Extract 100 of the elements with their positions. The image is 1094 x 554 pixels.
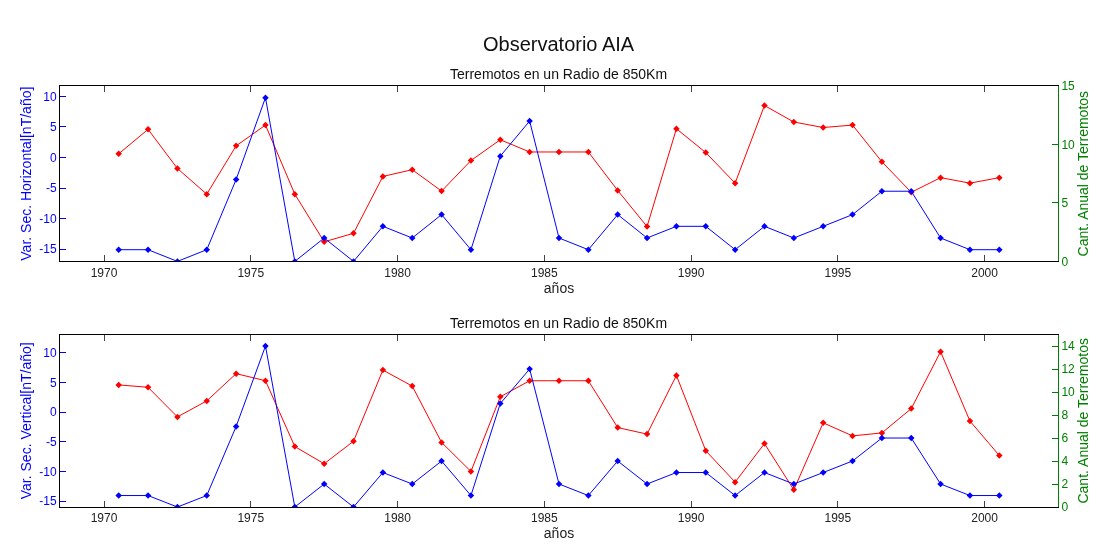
point <box>761 440 768 447</box>
point <box>878 429 886 437</box>
y-tick-label: 10 <box>43 346 57 361</box>
point <box>555 234 563 242</box>
point <box>144 384 152 391</box>
point <box>643 234 651 242</box>
point <box>526 377 533 384</box>
point <box>262 377 269 384</box>
y-tick-label: 5 <box>49 375 57 390</box>
y-tick-label: 5 <box>49 120 57 135</box>
y2-tick-label: 6 <box>1061 431 1069 446</box>
point <box>115 381 122 389</box>
y2-tick-label: 5 <box>1061 196 1069 211</box>
point <box>790 234 798 242</box>
x-tick-label: 1975 <box>237 265 265 280</box>
point <box>438 439 445 446</box>
chart-title: Observatorio AIA <box>483 33 635 55</box>
point <box>585 246 592 253</box>
y-tick-label: -15 <box>39 242 57 257</box>
point <box>819 419 827 427</box>
x-tick-label: 1995 <box>824 265 852 280</box>
y2-tick-label: 8 <box>1061 408 1069 423</box>
point <box>408 382 416 390</box>
y2-tick-label: 0 <box>1061 254 1069 269</box>
point <box>907 434 915 442</box>
point <box>497 393 504 401</box>
x-tick-label: 1985 <box>530 265 558 280</box>
x-axis-title: años <box>543 279 575 296</box>
y2-tick-label: 15 <box>1061 79 1076 94</box>
point <box>203 492 211 499</box>
point <box>907 405 915 412</box>
x-axis-title: años <box>543 525 575 542</box>
point <box>966 417 974 425</box>
point <box>408 480 416 488</box>
point <box>996 492 1003 499</box>
y2-tick-label: 10 <box>1061 385 1076 400</box>
point <box>174 165 181 172</box>
point <box>614 187 621 194</box>
point <box>761 223 768 230</box>
y2-tick-label: 0 <box>1061 500 1069 515</box>
y2-tick-label: 10 <box>1061 137 1076 152</box>
y-tick-label: -10 <box>39 464 57 479</box>
point <box>878 187 886 195</box>
point <box>497 152 504 160</box>
point <box>262 94 269 101</box>
point <box>115 492 122 499</box>
y-tick-label: 0 <box>49 150 57 165</box>
point <box>790 118 798 126</box>
point <box>673 125 680 132</box>
point <box>878 158 886 165</box>
point <box>673 223 680 230</box>
point <box>614 211 621 218</box>
y-tick-label: 10 <box>43 89 57 104</box>
y-axis-title: Var. Sec. Horizontal[nT/año] <box>17 86 34 261</box>
point <box>643 480 651 488</box>
x-tick-label: 1970 <box>90 265 118 280</box>
point <box>115 150 122 158</box>
x-tick-label: 2000 <box>971 511 999 526</box>
point <box>731 246 739 253</box>
point <box>203 397 211 405</box>
y-axis-title: Var. Sec. Vertical[nT/año] <box>17 342 34 500</box>
x-tick-label: 1980 <box>384 511 412 526</box>
point <box>115 246 122 253</box>
point <box>497 136 504 143</box>
point <box>320 460 328 468</box>
point <box>731 478 739 486</box>
point <box>761 469 768 476</box>
y2-axis-title: Cant. Anual de Terremotos <box>1075 338 1092 504</box>
point <box>232 142 240 150</box>
chart-subtitle: Terremotos en un Radio de 850Km <box>450 66 668 82</box>
point <box>849 211 856 218</box>
point <box>555 148 563 156</box>
x-tick-label: 1985 <box>530 511 558 526</box>
point <box>497 400 504 407</box>
point <box>203 246 211 253</box>
point <box>203 190 211 198</box>
point <box>937 174 944 181</box>
y-tick-label: -10 <box>39 211 57 226</box>
point <box>702 447 710 454</box>
point <box>878 434 886 442</box>
point <box>702 223 710 230</box>
point <box>996 452 1003 459</box>
point <box>320 480 328 488</box>
y2-tick-label: 12 <box>1061 362 1076 377</box>
y-tick-label: -5 <box>45 181 57 196</box>
x-tick-label: 1990 <box>677 265 705 280</box>
y-tick-label: -15 <box>39 494 57 509</box>
x-tick-label: 1990 <box>677 511 705 526</box>
point <box>937 348 944 355</box>
point <box>379 366 387 374</box>
chart-title: Terremotos en un Radio de 850Km <box>450 315 668 331</box>
point <box>702 469 710 476</box>
y-tick-label: 0 <box>49 405 57 420</box>
point <box>585 492 592 499</box>
y2-tick-label: 14 <box>1061 339 1076 354</box>
point <box>408 234 416 242</box>
point <box>585 377 592 384</box>
point <box>966 179 974 187</box>
point <box>790 480 798 488</box>
point <box>790 486 798 494</box>
